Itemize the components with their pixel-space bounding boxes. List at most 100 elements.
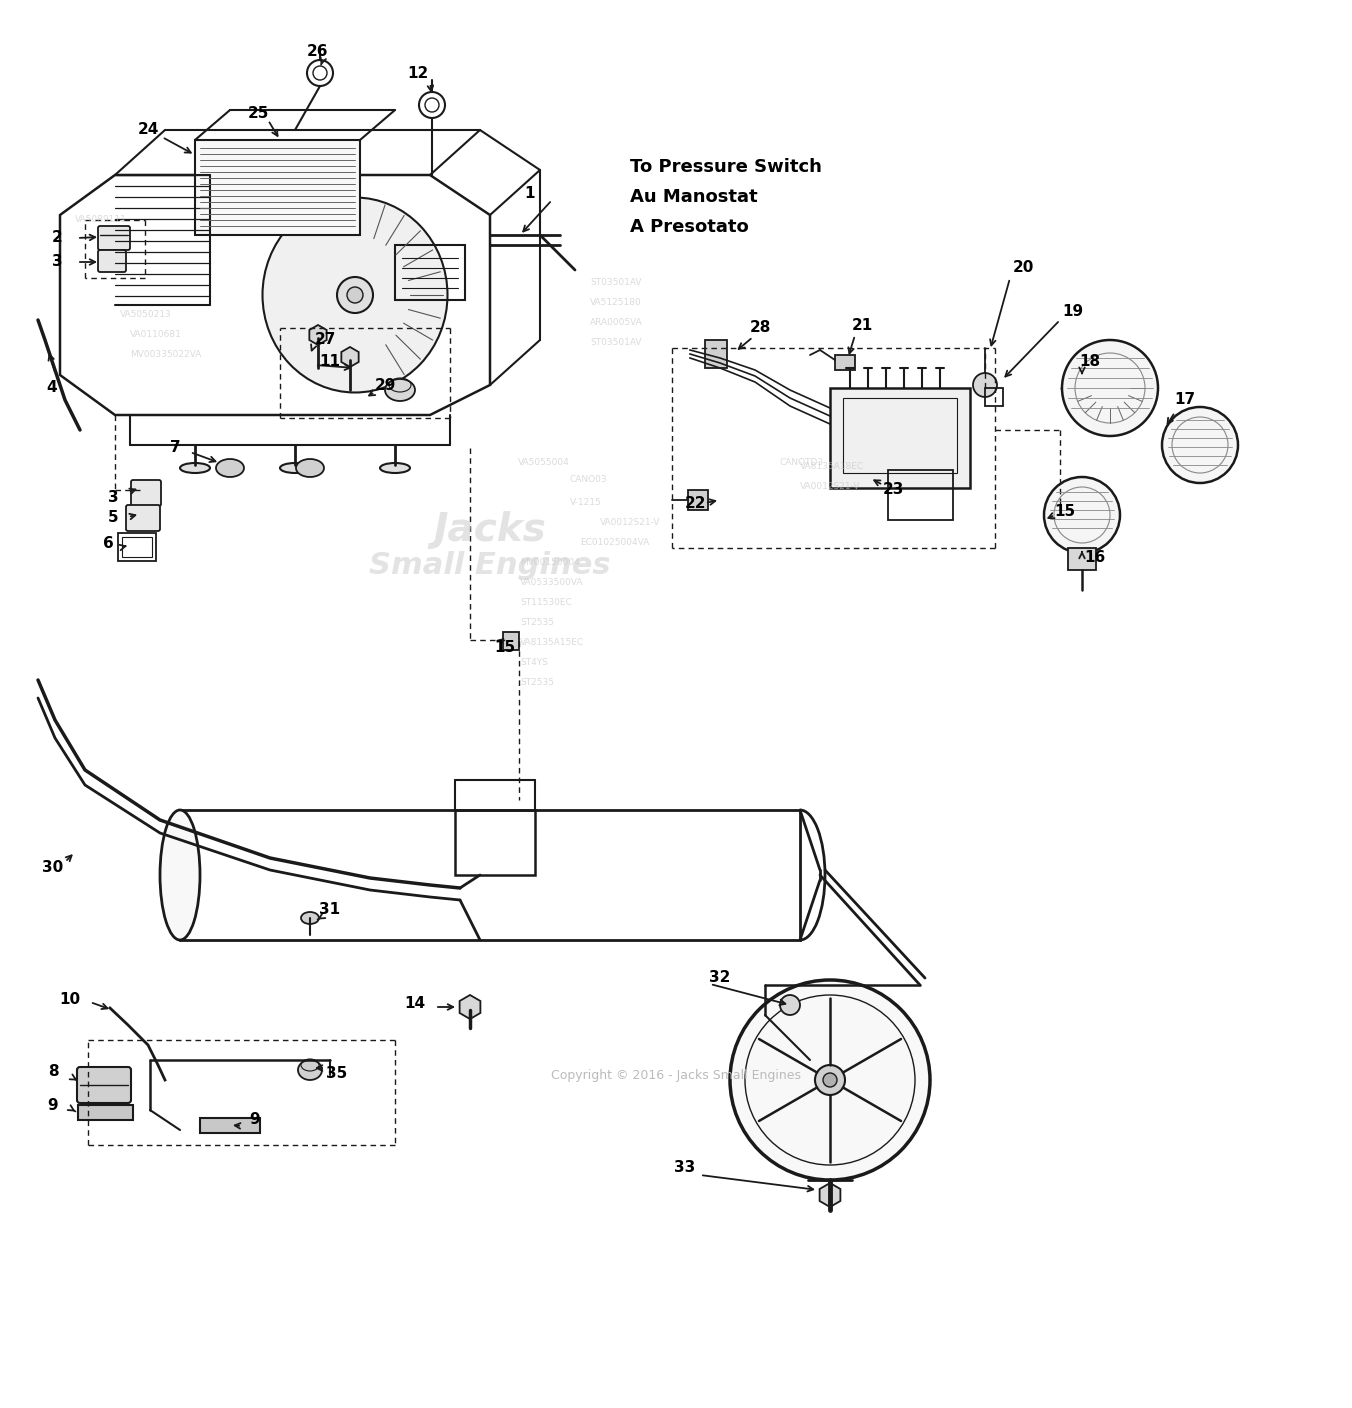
Text: CANOTD3: CANOTD3 xyxy=(780,458,825,467)
Text: A Presotato: A Presotato xyxy=(630,218,749,237)
Bar xyxy=(118,534,155,560)
Text: 3: 3 xyxy=(108,490,119,504)
Text: 14: 14 xyxy=(404,995,426,1011)
Ellipse shape xyxy=(296,459,324,477)
Bar xyxy=(986,389,1003,406)
Ellipse shape xyxy=(216,459,243,477)
Text: VA0533500VA: VA0533500VA xyxy=(521,579,584,587)
Text: 10: 10 xyxy=(59,993,81,1008)
Text: ST2535: ST2535 xyxy=(521,618,554,627)
Ellipse shape xyxy=(262,197,448,393)
Text: Small Engines: Small Engines xyxy=(369,551,611,580)
Text: 21: 21 xyxy=(852,317,872,332)
Text: 32: 32 xyxy=(710,970,730,986)
Text: 12: 12 xyxy=(407,66,429,80)
FancyBboxPatch shape xyxy=(97,251,126,272)
Text: Copyright © 2016 - Jacks Small Engines: Copyright © 2016 - Jacks Small Engines xyxy=(552,1069,800,1081)
Circle shape xyxy=(1161,407,1238,483)
Text: ST03501AV: ST03501AV xyxy=(589,338,641,346)
Text: 11: 11 xyxy=(319,355,341,369)
Text: VA0012S21-V: VA0012S21-V xyxy=(800,482,860,491)
Text: 1: 1 xyxy=(525,186,535,200)
Text: EC01025004VA: EC01025004VA xyxy=(580,538,649,546)
Ellipse shape xyxy=(297,1060,322,1080)
Text: 22: 22 xyxy=(684,496,706,511)
Ellipse shape xyxy=(160,810,200,941)
Bar xyxy=(688,490,708,510)
Text: 18: 18 xyxy=(1079,355,1101,369)
Text: VA0012S21-V: VA0012S21-V xyxy=(600,518,661,527)
Text: VA5125180: VA5125180 xyxy=(589,298,642,307)
Circle shape xyxy=(347,287,362,303)
Text: VA5050213: VA5050213 xyxy=(120,310,172,320)
Text: 6: 6 xyxy=(103,535,114,551)
Bar xyxy=(704,339,727,367)
Text: 8: 8 xyxy=(47,1064,58,1080)
Text: To Pressure Switch: To Pressure Switch xyxy=(630,158,822,176)
Text: CANO03: CANO03 xyxy=(571,474,607,484)
Text: 26: 26 xyxy=(307,45,327,59)
FancyBboxPatch shape xyxy=(97,227,130,251)
Text: 15: 15 xyxy=(495,641,515,656)
Text: 25: 25 xyxy=(247,106,269,121)
Text: V-1215: V-1215 xyxy=(571,498,602,507)
Bar xyxy=(195,139,360,235)
Text: Jacks: Jacks xyxy=(434,511,546,549)
Circle shape xyxy=(823,1073,837,1087)
Text: 2: 2 xyxy=(51,231,62,245)
Text: 28: 28 xyxy=(749,321,771,335)
Text: 31: 31 xyxy=(319,903,341,918)
Ellipse shape xyxy=(301,912,319,924)
Circle shape xyxy=(815,1064,845,1095)
Text: 35: 35 xyxy=(326,1066,347,1080)
Bar xyxy=(830,389,969,489)
Text: ST4YS: ST4YS xyxy=(521,658,548,667)
Text: VA8135A18EC: VA8135A18EC xyxy=(800,462,864,472)
Text: Au Manostat: Au Manostat xyxy=(630,189,757,206)
Text: MV00150004: MV00150004 xyxy=(521,558,580,567)
Text: 23: 23 xyxy=(883,483,903,497)
Text: 24: 24 xyxy=(138,122,158,138)
Text: ARA0005VA: ARA0005VA xyxy=(589,318,642,327)
Circle shape xyxy=(1044,477,1119,553)
Text: 4: 4 xyxy=(47,380,57,396)
Text: 9: 9 xyxy=(250,1112,261,1128)
Text: 30: 30 xyxy=(42,860,64,876)
Bar xyxy=(503,632,519,650)
Ellipse shape xyxy=(280,463,310,473)
Bar xyxy=(1068,548,1096,570)
Text: VA5055004: VA5055004 xyxy=(518,458,569,467)
Text: 5: 5 xyxy=(108,511,119,525)
Text: ST2535: ST2535 xyxy=(521,679,554,687)
Text: VA5089111: VA5089111 xyxy=(74,215,127,224)
Text: 33: 33 xyxy=(675,1160,696,1176)
Ellipse shape xyxy=(180,463,210,473)
FancyBboxPatch shape xyxy=(126,505,160,531)
Bar xyxy=(836,355,854,370)
Ellipse shape xyxy=(380,463,410,473)
FancyBboxPatch shape xyxy=(77,1067,131,1102)
Text: MV00335022VA: MV00335022VA xyxy=(130,351,201,359)
Circle shape xyxy=(973,373,996,397)
Bar xyxy=(456,810,535,874)
Bar xyxy=(844,398,957,473)
Bar xyxy=(180,810,800,941)
Text: 17: 17 xyxy=(1175,393,1195,407)
Circle shape xyxy=(730,980,930,1180)
Bar xyxy=(78,1105,132,1119)
Bar xyxy=(200,1118,260,1133)
Bar xyxy=(122,536,151,558)
Text: 29: 29 xyxy=(375,377,396,393)
Text: 15: 15 xyxy=(1055,504,1076,520)
Text: VA0110681: VA0110681 xyxy=(130,329,183,339)
Bar xyxy=(395,245,465,300)
Text: VA8135A15EC: VA8135A15EC xyxy=(521,638,584,648)
FancyBboxPatch shape xyxy=(131,480,161,505)
Bar xyxy=(888,470,953,520)
Circle shape xyxy=(337,277,373,313)
Text: 19: 19 xyxy=(1063,304,1083,320)
Text: 20: 20 xyxy=(1013,260,1034,276)
Text: ST03501AV: ST03501AV xyxy=(589,277,641,287)
Text: 9: 9 xyxy=(47,1097,58,1112)
Circle shape xyxy=(780,995,800,1015)
